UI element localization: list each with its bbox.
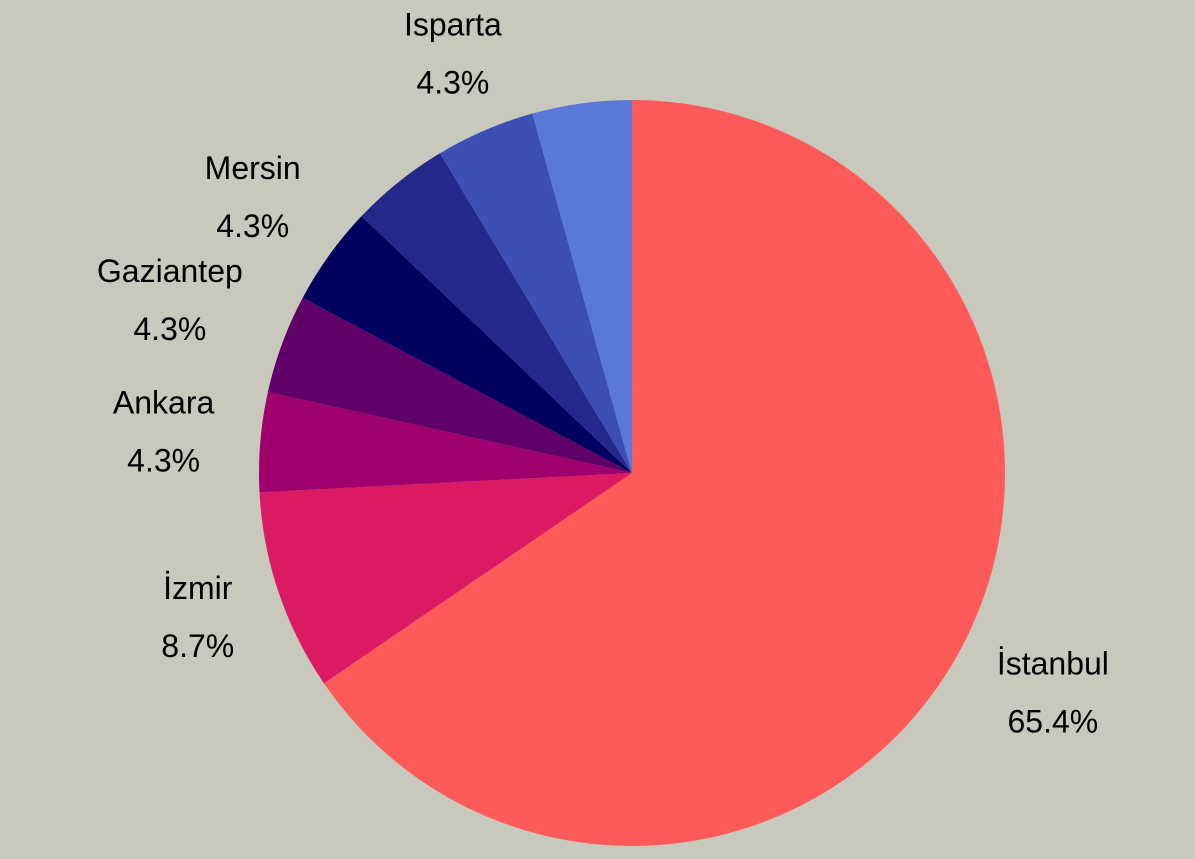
pie-slice xyxy=(267,297,632,473)
pie-slice xyxy=(439,113,632,473)
pie-slice xyxy=(532,100,632,473)
value-label: 8.7% xyxy=(161,628,234,664)
value-label: 4.3% xyxy=(416,64,489,100)
slice-label: İzmir xyxy=(163,570,233,606)
pie-slice xyxy=(361,153,632,473)
slice-label: Mersin xyxy=(205,150,301,186)
slice-label: İstanbul xyxy=(997,646,1109,682)
pie-slice xyxy=(259,392,632,493)
value-label: 4.3% xyxy=(133,311,206,347)
value-label: 4.3% xyxy=(127,442,200,478)
slice-label: Ankara xyxy=(113,384,215,420)
pie-slice xyxy=(323,100,1005,846)
slice-label: Gaziantep xyxy=(97,253,243,289)
value-label: 65.4% xyxy=(1008,704,1099,740)
pie-slice xyxy=(302,216,632,473)
pie-slice xyxy=(259,473,632,684)
slice-label: Isparta xyxy=(404,6,502,42)
value-label: 4.3% xyxy=(216,208,289,244)
